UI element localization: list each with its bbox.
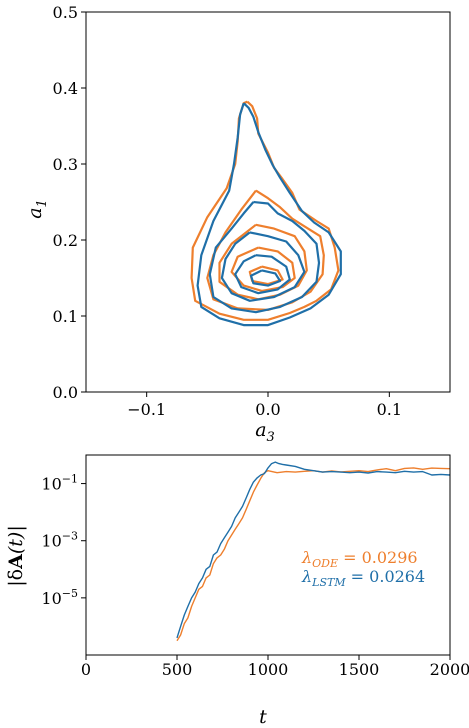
contour-x-tick-label: −0.1 <box>127 400 166 419</box>
divergence-x-tick-label: 1000 <box>248 660 289 679</box>
contour-level-0-0 <box>190 100 340 321</box>
annotation-subscript: LSTM <box>311 576 346 589</box>
contour-x-axis-label-subscript: 3 <box>267 430 275 445</box>
tick-exponent: −3 <box>62 530 78 543</box>
annotation-subscript: ODE <box>312 557 338 570</box>
annotation-symbol: λ <box>301 567 312 586</box>
contour-level-1-1 <box>208 200 321 314</box>
contour-lines <box>190 100 342 327</box>
contour-y-tick-label: 0.4 <box>53 79 78 98</box>
annotation-value: = 0.0264 <box>346 567 426 586</box>
divergence-y-tick-label: 10−5 <box>41 587 78 608</box>
tick-base: 10 <box>41 475 61 494</box>
divergence-y-axis-label-bold: A <box>5 554 27 570</box>
contour-level-1-0 <box>196 102 342 327</box>
contour-level-1-4 <box>249 269 282 287</box>
contour-y-axis-label-subscript: 1 <box>35 199 50 207</box>
divergence-y-tick-label: 10−1 <box>41 473 78 494</box>
annotation-ode: λODE = 0.0296 <box>301 548 418 570</box>
tick-base: 10 <box>41 589 61 608</box>
divergence-x-axis-label: t <box>259 706 267 728</box>
divergence-x-tick-label: 0 <box>81 660 91 679</box>
contour-x-tick-label: 0.1 <box>377 400 402 419</box>
contour-x-axis-label: a3 <box>255 419 275 445</box>
contour-y-tick-label: 0.2 <box>53 231 78 250</box>
contour-level-0-4 <box>248 265 284 286</box>
contour-y-tick-label: 0.3 <box>53 155 78 174</box>
divergence-y-axis-label: |δA(t)| <box>5 525 27 586</box>
contour-ticks: −0.1 0.0 0.1 0.0 0.1 0.2 0.3 0.4 0.5 <box>53 3 403 419</box>
divergence-x-tick-label: 1500 <box>339 660 380 679</box>
contour-y-axis-label: a1 <box>24 199 50 219</box>
contour-level-1-3 <box>234 254 291 295</box>
annotation-symbol: λ <box>301 548 312 567</box>
divergence-x-tick-label: 2000 <box>430 660 469 679</box>
contour-chart: −0.1 0.0 0.1 0.0 0.1 0.2 0.3 0.4 0.5 a3 a1 <box>24 3 451 445</box>
contour-level-0-3 <box>230 246 296 292</box>
contour-y-tick-label: 0.1 <box>53 307 78 326</box>
annotation-lstm: λLSTM = 0.0264 <box>301 567 425 589</box>
contour-y-tick-label: 0.0 <box>53 383 78 402</box>
tick-base: 10 <box>41 532 61 551</box>
tick-exponent: −5 <box>62 587 78 600</box>
divergence-lines <box>176 461 451 642</box>
divergence-x-tick-label: 500 <box>162 660 193 679</box>
contour-plot-frame <box>85 11 451 393</box>
tick-exponent: −1 <box>62 473 78 486</box>
annotation-value: = 0.0296 <box>338 548 418 567</box>
divergence-y-tick-label: 10−3 <box>41 530 78 551</box>
contour-level-1-2 <box>220 231 306 302</box>
divergence-series-0 <box>176 467 451 642</box>
divergence-y-axis-label-rest: (t) <box>5 532 27 554</box>
contour-x-tick-label: 0.0 <box>255 400 280 419</box>
contour-y-tick-label: 0.5 <box>53 3 78 22</box>
divergence-series-1 <box>176 461 451 639</box>
